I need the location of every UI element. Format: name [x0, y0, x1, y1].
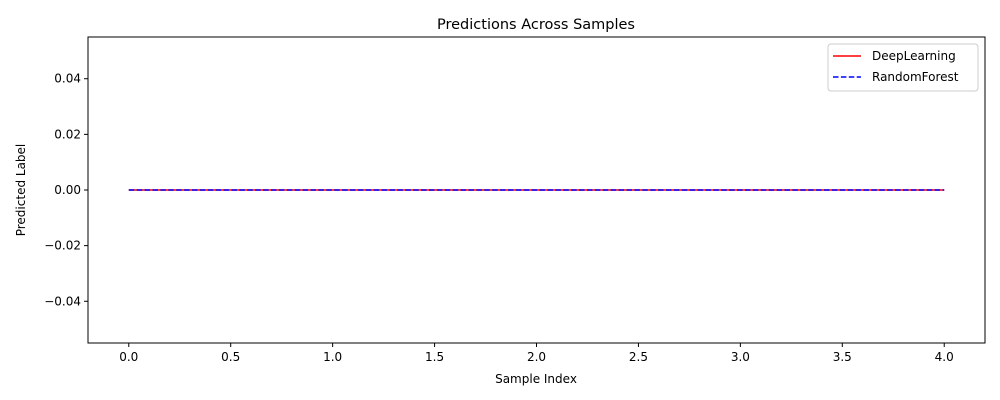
legend-frame	[827, 43, 979, 92]
chart-title: Predictions Across Samples	[437, 17, 635, 33]
legend: DeepLearning RandomForest	[827, 43, 979, 92]
y-tick-label: 0.00	[54, 183, 81, 197]
x-axis: 0.0 0.5 1.0 1.5 2.0 2.5 3.0 3.5 4.0	[119, 343, 954, 364]
y-axis-label: Predicted Label	[14, 144, 28, 237]
x-tick-label: 2.5	[629, 350, 648, 364]
x-tick-label: 1.5	[425, 350, 444, 364]
x-axis-label: Sample Index	[495, 372, 577, 386]
y-tick-label: 0.02	[54, 127, 81, 141]
legend-label-randomforest: RandomForest	[872, 70, 959, 84]
x-tick-label: 0.5	[221, 350, 240, 364]
y-tick-label: −0.02	[44, 239, 81, 253]
x-tick-label: 3.5	[833, 350, 852, 364]
y-tick-label: 0.04	[54, 72, 81, 86]
y-tick-label: −0.04	[44, 294, 81, 308]
legend-label-deeplearning: DeepLearning	[872, 49, 956, 63]
x-tick-label: 3.0	[731, 350, 750, 364]
x-tick-label: 1.0	[323, 350, 342, 364]
x-tick-label: 2.0	[527, 350, 546, 364]
y-axis: −0.04 −0.02 0.00 0.02 0.04	[44, 72, 88, 308]
x-tick-label: 4.0	[935, 350, 954, 364]
x-tick-label: 0.0	[119, 350, 138, 364]
